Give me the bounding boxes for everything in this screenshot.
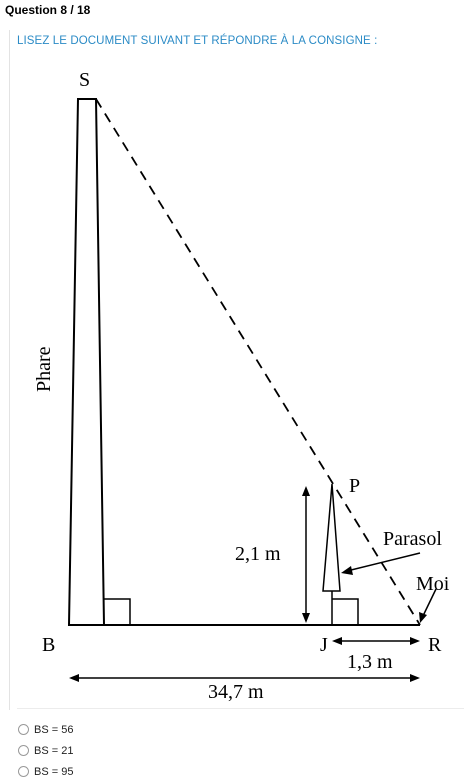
parasol-shape: [323, 484, 340, 591]
right-angle-b: [104, 599, 130, 625]
lighthouse-shape: [69, 99, 104, 625]
option-label: BS = 95: [34, 766, 73, 778]
label-phare: Phare: [33, 346, 55, 392]
jr-arrow-left: [332, 637, 342, 645]
height-arrow-top: [302, 486, 310, 496]
option-label: BS = 21: [34, 745, 73, 757]
right-angle-j: [332, 599, 358, 625]
label-j: J: [320, 634, 328, 656]
br-arrow-right: [410, 674, 420, 682]
height-arrow-bottom: [302, 613, 310, 623]
answer-option[interactable]: BS = 21: [18, 740, 73, 761]
label-height: 2,1 m: [235, 543, 281, 565]
separator: [17, 708, 464, 709]
label-jr: 1,3 m: [347, 651, 393, 673]
radio-button[interactable]: [18, 745, 29, 756]
parasol-pointer-head: [341, 566, 353, 575]
label-b: B: [42, 634, 55, 656]
label-moi: Moi: [416, 573, 450, 595]
radio-button[interactable]: [18, 766, 29, 777]
br-arrow-left: [69, 674, 79, 682]
answer-option[interactable]: BS = 95: [18, 761, 73, 782]
radio-button[interactable]: [18, 724, 29, 735]
label-br: 34,7 m: [208, 681, 264, 703]
label-r: R: [428, 634, 442, 656]
option-label: BS = 56: [34, 724, 73, 736]
jr-arrow-right: [410, 637, 420, 645]
label-parasol: Parasol: [383, 528, 442, 550]
label-s: S: [79, 69, 90, 91]
label-p: P: [349, 475, 360, 497]
answer-options: BS = 56 BS = 21 BS = 95: [18, 719, 73, 782]
answer-option[interactable]: BS = 56: [18, 719, 73, 740]
geometry-figure: S Phare B P Parasol Moi J R 2,1 m 1,3 m …: [0, 0, 466, 710]
moi-pointer-head: [419, 612, 427, 623]
parasol-pointer: [347, 553, 420, 571]
